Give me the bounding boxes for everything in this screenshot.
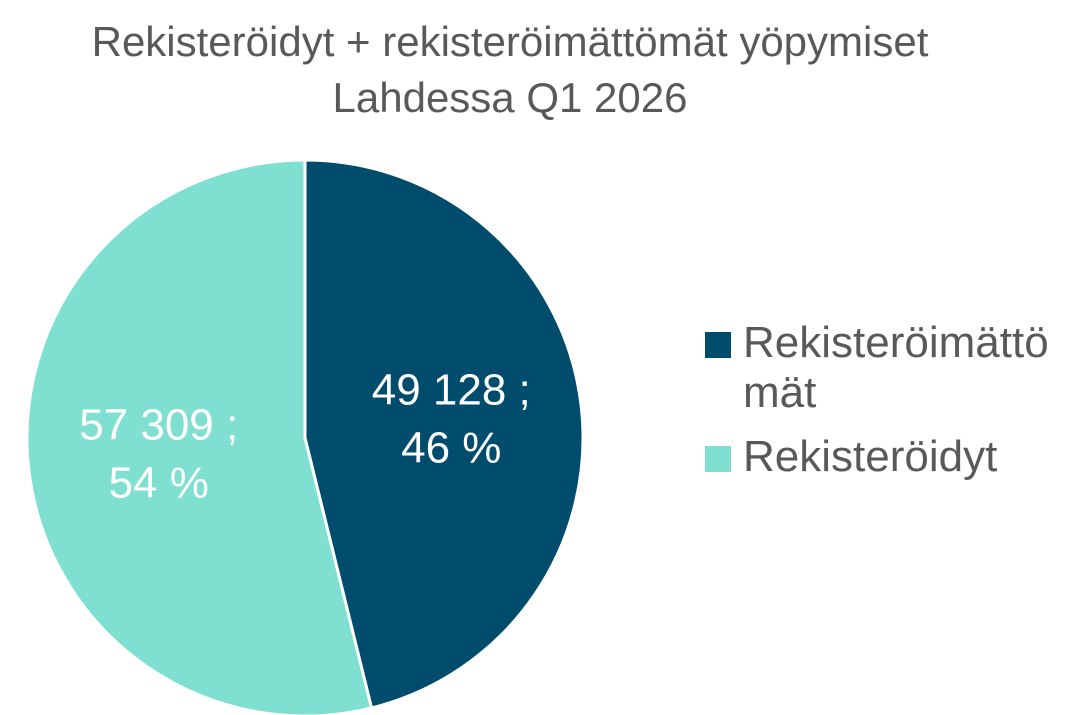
legend-item: Rekisteröimättömät [705,318,1055,418]
data-label: 57 309 ; 54 % [79,401,238,508]
chart-title: Rekisteröidyt + rekisteröimättömät yöpym… [91,18,929,121]
legend-item: Rekisteröidyt [705,432,1055,482]
pie-slice [25,158,374,715]
legend-swatch [705,332,731,358]
legend-swatch [705,446,731,472]
data-label-line: 57 309 ; [79,401,238,450]
legend-label: Rekisteröimättömät [743,318,1049,417]
data-label-line: 49 128 ; [372,365,531,414]
data-label: 49 128 ; 46 % [372,365,531,472]
data-label-line: 46 % [401,423,501,472]
pie-slice [303,158,585,710]
legend: Rekisteröimättömät Rekisteröidyt [705,318,1055,496]
legend-label: Rekisteröidyt [743,432,998,481]
data-label-line: 54 % [109,459,209,508]
